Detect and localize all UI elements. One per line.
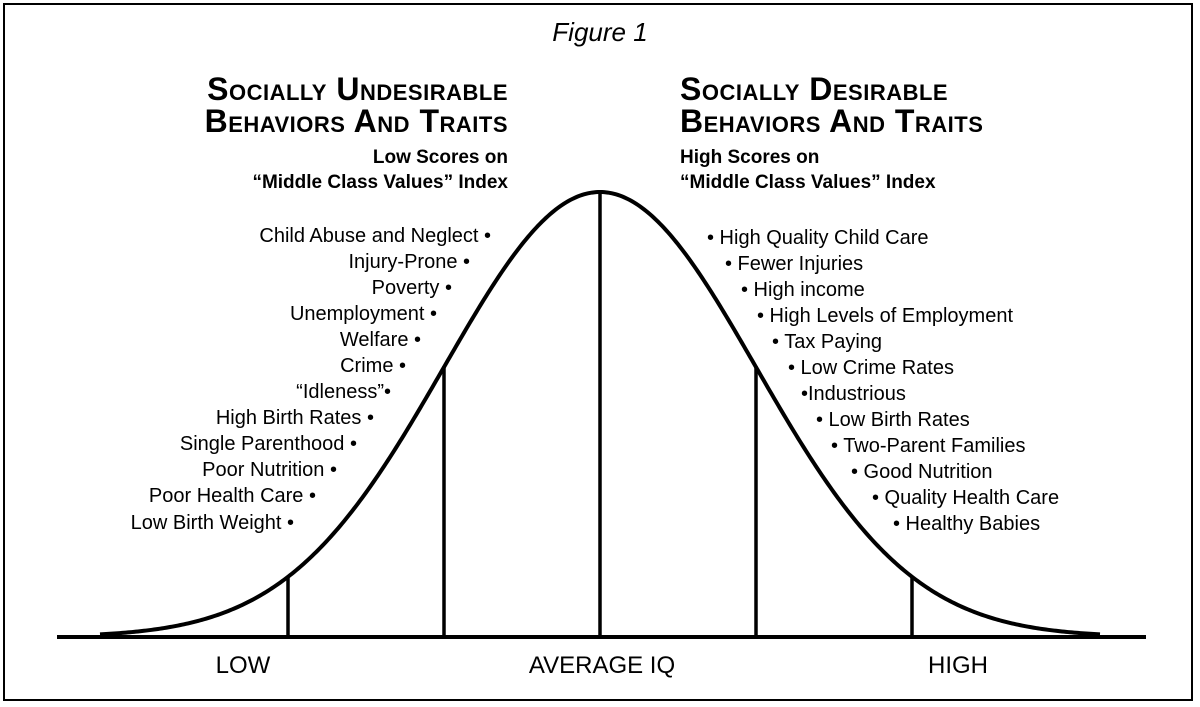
- left-trait: Unemployment •: [289, 303, 437, 325]
- right-trait: • Quality Health Care: [872, 487, 1060, 509]
- left-heading-line-2: Behaviors And Traits: [204, 103, 508, 139]
- figure-frame: [3, 3, 1193, 701]
- left-trait: Single Parenthood •: [179, 433, 357, 455]
- left-trait: Crime •: [340, 355, 406, 377]
- right-trait: • High income: [741, 279, 865, 301]
- right-subheading-line-2: “Middle Class Values” Index: [680, 172, 936, 193]
- left-trait: “Idleness”•: [296, 381, 391, 403]
- left-trait: Poor Health Care •: [148, 485, 316, 507]
- left-trait: High Birth Rates •: [215, 407, 374, 429]
- right-trait: • Low Birth Rates: [816, 409, 970, 431]
- left-trait: Low Birth Weight •: [130, 512, 294, 534]
- left-heading-line-1: Socially Undesirable: [207, 71, 508, 107]
- right-trait: • Tax Paying: [772, 331, 883, 353]
- left-trait: Child Abuse and Neglect •: [259, 225, 491, 247]
- right-trait: • High Quality Child Care: [707, 227, 929, 249]
- right-heading-line-2: Behaviors And Traits: [680, 103, 984, 139]
- right-subheading: High Scores on “Middle Class Values” Ind…: [680, 145, 936, 195]
- left-subheading: Low Scores on “Middle Class Values” Inde…: [252, 145, 508, 195]
- right-trait: • Low Crime Rates: [788, 357, 954, 379]
- right-heading: Socially Desirable Behaviors And Traits: [680, 73, 983, 137]
- left-trait: Welfare •: [339, 329, 421, 351]
- left-subheading-line-2: “Middle Class Values” Index: [252, 172, 508, 193]
- standard-deviation-dividers: [286, 191, 914, 637]
- right-trait: • Healthy Babies: [893, 513, 1041, 535]
- right-trait: • Fewer Injuries: [725, 253, 864, 275]
- left-trait: Poor Nutrition •: [202, 459, 337, 481]
- right-heading-line-1: Socially Desirable: [680, 71, 949, 107]
- right-subheading-line-1: High Scores on: [680, 147, 820, 168]
- axis-label-low: LOW: [215, 652, 271, 679]
- axis-label-average-iq: AVERAGE IQ: [528, 652, 676, 679]
- left-heading: Socially Undesirable Behaviors And Trait…: [205, 73, 508, 137]
- right-trait: • High Levels of Employment: [757, 305, 1014, 327]
- right-trait: • Two-Parent Families: [831, 435, 1026, 457]
- right-trait: • Good Nutrition: [851, 461, 993, 483]
- left-trait: Injury-Prone •: [348, 251, 471, 273]
- left-subheading-line-1: Low Scores on: [372, 147, 508, 168]
- axis-label-high: HIGH: [928, 652, 988, 679]
- left-trait: Poverty •: [371, 277, 452, 299]
- figure-title: Figure 1: [552, 17, 648, 47]
- right-trait: •Industrious: [801, 383, 906, 405]
